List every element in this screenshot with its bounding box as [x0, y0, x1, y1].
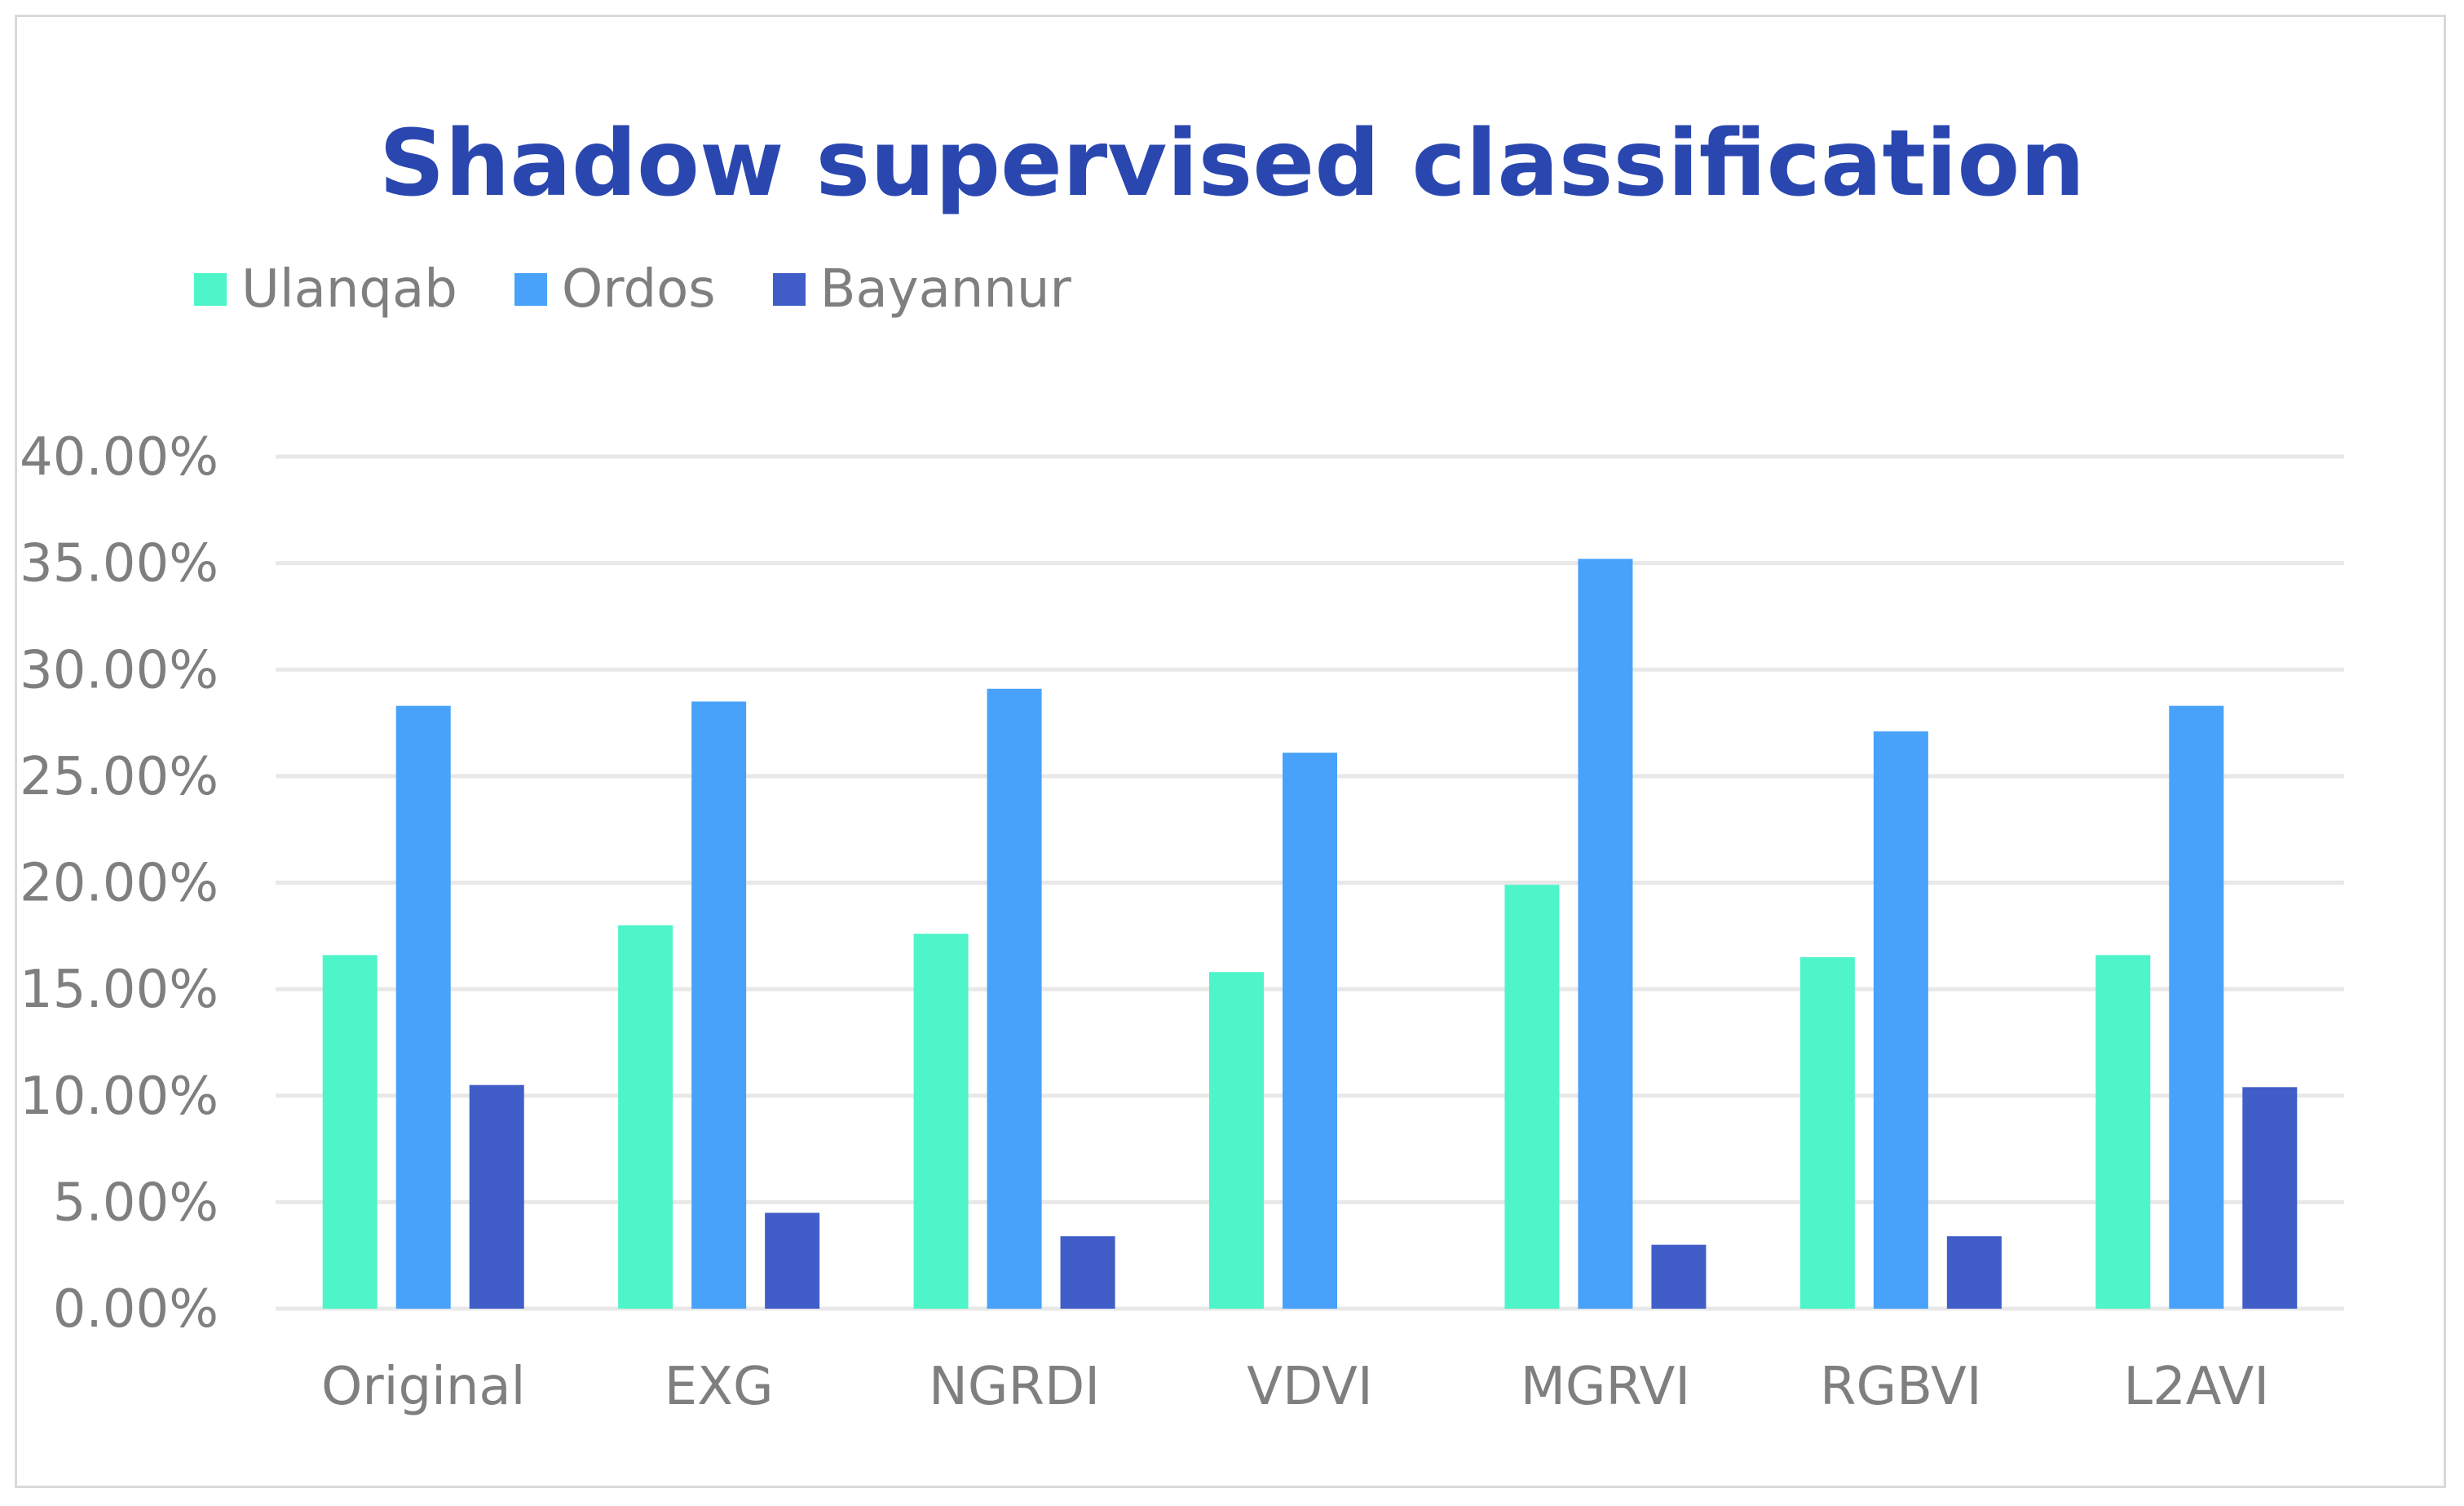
bar-ordos-rgbvi [1873, 731, 1928, 1309]
bar-ulanqab-vdvi [1209, 972, 1264, 1309]
y-tick-label: 35.00% [20, 534, 219, 594]
legend-swatch-ordos [514, 273, 547, 306]
bar-bayannur-l2avi [2242, 1087, 2298, 1309]
legend-label-bayannur: Bayannur [819, 259, 1071, 320]
bar-bayannur-exg [765, 1212, 820, 1309]
bar-ulanqab-exg [618, 925, 673, 1309]
legend-item-bayannur: Bayannur [772, 259, 1071, 320]
bar-ordos-vdvi [1283, 753, 1337, 1309]
x-tick-label: L2AVI [2123, 1357, 2269, 1417]
bar-ordos-mgrvi [1578, 559, 1633, 1309]
legend-label-ordos: Ordos [561, 259, 716, 320]
bar-ulanqab-original [322, 955, 378, 1309]
legend-swatch-ulanqab [194, 273, 227, 306]
x-tick-label: VDVI [1247, 1357, 1373, 1417]
x-tick-label: MGRVI [1521, 1357, 1690, 1417]
legend-label-ulanqab: Ulanqab [241, 259, 457, 320]
bar-bayannur-rgbvi [1946, 1236, 2002, 1309]
legend-item-ulanqab: Ulanqab [194, 259, 457, 320]
bar-bayannur-ngrdi [1060, 1236, 1115, 1309]
bar-bayannur-original [469, 1084, 524, 1309]
y-tick-label: 40.00% [20, 427, 219, 488]
x-tick-label: RGBVI [1820, 1357, 1982, 1417]
y-tick-label: 0.00% [53, 1279, 219, 1340]
y-tick-label: 10.00% [20, 1067, 219, 1127]
chart-title: Shadow supervised classification [378, 111, 2086, 217]
x-tick-label: EXG [665, 1357, 774, 1417]
legend-item-ordos: Ordos [514, 259, 716, 320]
y-tick-label: 5.00% [53, 1173, 219, 1233]
bar-bayannur-mgrvi [1651, 1244, 1707, 1309]
bar-ordos-original [395, 705, 451, 1309]
y-tick-label: 20.00% [20, 854, 219, 914]
bar-ulanqab-mgrvi [1504, 885, 1560, 1309]
bar-ulanqab-ngrdi [913, 934, 969, 1309]
y-tick-label: 15.00% [20, 960, 219, 1020]
bar-ordos-exg [691, 701, 747, 1309]
x-tick-label: NGRDI [929, 1357, 1100, 1417]
y-tick-label: 25.00% [20, 747, 219, 807]
legend-swatch-bayannur [772, 273, 806, 306]
bar-ulanqab-rgbvi [1799, 956, 1855, 1309]
y-tick-label: 30.00% [20, 640, 219, 700]
x-tick-label: Original [321, 1357, 525, 1417]
legend: Ulanqab Ordos Bayannur [194, 259, 1128, 320]
bar-ulanqab-l2avi [2095, 955, 2151, 1309]
bar-ordos-ngrdi [987, 688, 1042, 1309]
bar-ordos-l2avi [2169, 705, 2224, 1309]
